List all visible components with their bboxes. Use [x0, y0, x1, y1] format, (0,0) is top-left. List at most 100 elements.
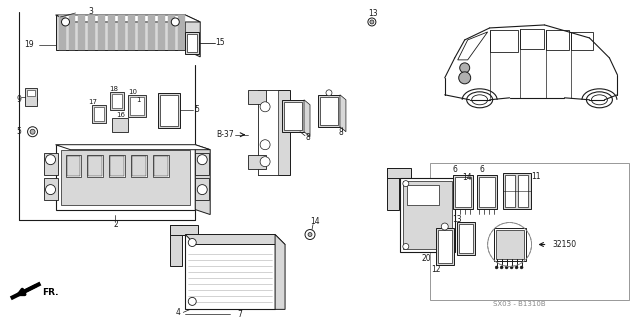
Bar	[403, 180, 452, 250]
Circle shape	[459, 186, 464, 190]
Bar	[248, 90, 266, 104]
Polygon shape	[128, 15, 135, 50]
Bar	[66, 156, 80, 176]
Bar	[44, 178, 58, 200]
Bar	[112, 118, 128, 132]
Text: B-37: B-37	[216, 130, 234, 139]
Polygon shape	[109, 15, 116, 50]
Bar	[457, 221, 475, 255]
Bar	[407, 185, 439, 204]
Bar	[282, 100, 304, 132]
Circle shape	[197, 155, 207, 165]
Bar	[435, 228, 454, 266]
Text: SX03 - B1310B: SX03 - B1310B	[493, 301, 546, 308]
Text: 18: 18	[109, 86, 118, 92]
Circle shape	[515, 266, 518, 269]
Text: 11: 11	[531, 172, 540, 181]
Bar	[478, 177, 495, 207]
Polygon shape	[56, 15, 200, 22]
Circle shape	[495, 266, 498, 269]
Circle shape	[447, 244, 454, 250]
Circle shape	[46, 155, 56, 165]
Bar	[387, 168, 411, 178]
Circle shape	[403, 244, 409, 250]
Text: 6: 6	[479, 165, 484, 174]
Circle shape	[188, 297, 197, 305]
Circle shape	[500, 266, 503, 269]
Bar	[453, 175, 473, 209]
Text: 7: 7	[238, 310, 243, 319]
Circle shape	[30, 97, 35, 102]
Text: 4: 4	[176, 308, 181, 317]
Circle shape	[260, 140, 270, 150]
Polygon shape	[138, 15, 145, 50]
Bar	[248, 155, 266, 169]
Bar	[185, 32, 199, 54]
Bar	[112, 94, 123, 108]
Bar	[195, 153, 209, 175]
Bar	[111, 92, 125, 110]
Circle shape	[370, 20, 374, 24]
Bar	[154, 156, 168, 176]
Bar	[130, 97, 144, 115]
Bar	[111, 156, 125, 176]
Text: 15: 15	[216, 38, 225, 47]
Bar	[477, 175, 497, 209]
Bar	[320, 97, 338, 125]
Bar	[87, 155, 104, 177]
Circle shape	[28, 127, 37, 137]
Polygon shape	[185, 235, 285, 244]
Text: 2: 2	[113, 220, 118, 229]
Polygon shape	[304, 100, 310, 137]
Circle shape	[197, 185, 207, 195]
Text: 3: 3	[88, 7, 93, 16]
Bar	[109, 155, 125, 177]
Bar	[94, 107, 104, 121]
Bar	[494, 228, 526, 261]
Bar	[454, 177, 471, 207]
Circle shape	[30, 129, 35, 134]
Polygon shape	[168, 15, 175, 50]
Bar	[518, 175, 528, 207]
Circle shape	[520, 266, 523, 269]
Text: 5: 5	[195, 105, 200, 114]
Bar	[545, 30, 569, 50]
Bar	[400, 178, 454, 252]
Bar	[56, 145, 195, 210]
Text: 13: 13	[368, 10, 378, 19]
Bar	[161, 95, 178, 126]
Ellipse shape	[466, 92, 492, 108]
Text: FR.: FR.	[42, 288, 59, 297]
Polygon shape	[258, 90, 278, 175]
Bar	[159, 93, 180, 128]
Circle shape	[459, 63, 470, 73]
Circle shape	[188, 238, 197, 246]
Bar	[131, 155, 147, 177]
Bar	[504, 175, 514, 207]
Bar	[61, 150, 190, 204]
Bar	[154, 155, 169, 177]
Text: 8: 8	[306, 133, 310, 142]
Circle shape	[403, 180, 409, 187]
Circle shape	[308, 233, 312, 236]
Text: 13: 13	[452, 215, 461, 224]
Bar	[490, 30, 518, 52]
Bar	[56, 15, 185, 50]
Bar	[132, 156, 147, 176]
Polygon shape	[195, 145, 210, 215]
Bar	[92, 105, 106, 123]
Bar	[284, 102, 302, 130]
Circle shape	[260, 157, 270, 167]
Bar	[187, 34, 197, 52]
Circle shape	[260, 102, 270, 112]
Circle shape	[441, 223, 448, 230]
Text: 20: 20	[422, 254, 432, 263]
Circle shape	[368, 18, 376, 26]
Polygon shape	[56, 145, 210, 150]
Bar	[502, 173, 530, 209]
Text: 16: 16	[116, 112, 125, 118]
Polygon shape	[340, 95, 346, 132]
Circle shape	[171, 18, 179, 26]
Bar	[25, 88, 37, 106]
Bar	[27, 90, 35, 96]
